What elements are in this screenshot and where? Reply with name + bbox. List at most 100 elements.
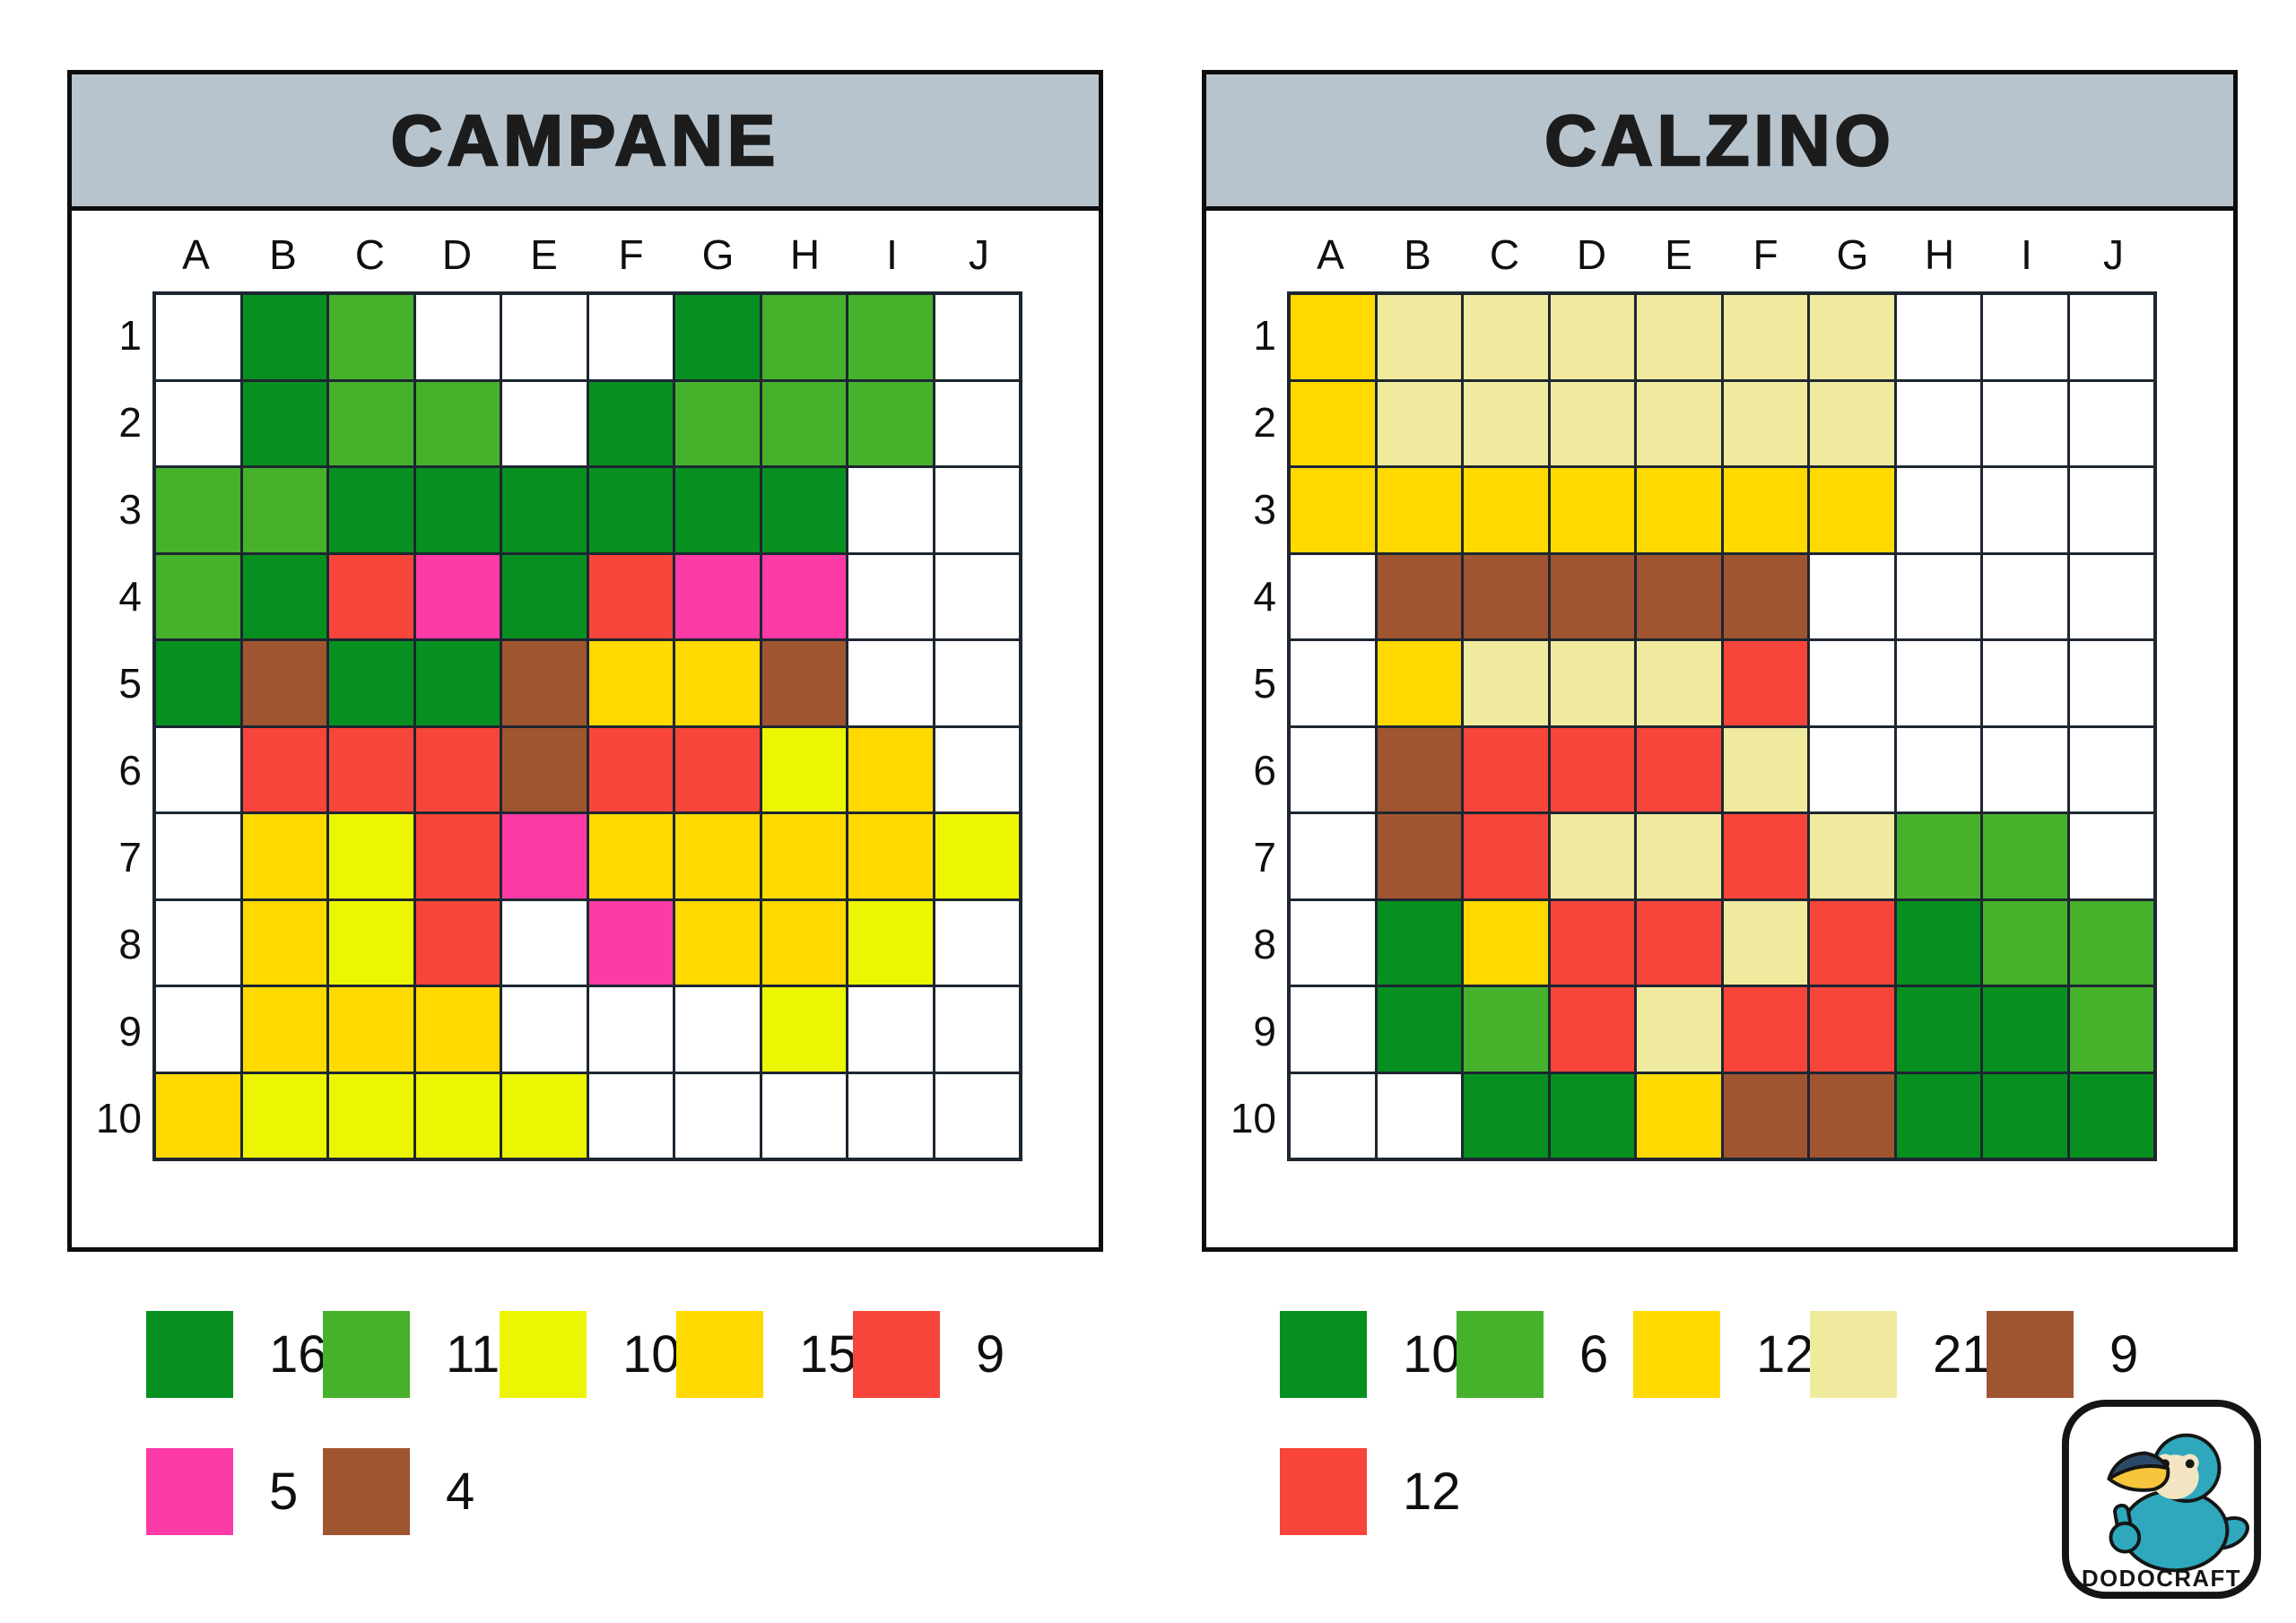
- legend-count: 12: [1756, 1325, 1814, 1384]
- grid-cell-bright-yellow: [761, 727, 846, 812]
- row-label: 2: [118, 398, 142, 446]
- grid-cell-cream: [1810, 814, 1894, 898]
- col-label: J: [969, 231, 989, 278]
- legend-count: 9: [2109, 1325, 2139, 1384]
- grid-cell-red: [588, 727, 673, 812]
- grid-cell-white: [2069, 468, 2153, 552]
- grid-cell-brown: [1723, 554, 1807, 638]
- legend-entry: 5: [146, 1448, 323, 1535]
- col-label: B: [1404, 231, 1431, 278]
- color-legend-calzino: 10 6 12 21 9 12: [1280, 1311, 2163, 1535]
- row-label: 1: [1253, 311, 1276, 359]
- legend-swatch-red: [853, 1311, 940, 1398]
- grid-cell-dark-green: [502, 468, 587, 552]
- grid-cell-bright-yellow: [761, 987, 846, 1072]
- grid-cell-gold-yellow: [848, 814, 933, 898]
- grid-cell-gold-yellow: [761, 900, 846, 985]
- grid-cell-gold-yellow: [242, 987, 326, 1072]
- logo-text: DODOCRAFT: [2082, 1567, 2241, 1592]
- grid-cell-gold-yellow: [1291, 295, 1375, 379]
- legend-count: 4: [446, 1462, 475, 1521]
- col-label: G: [701, 231, 735, 278]
- grid-cell-dark-green: [1550, 1073, 1634, 1158]
- legend-swatch-gold-yellow: [676, 1311, 763, 1398]
- grid-cell-gold-yellow: [588, 814, 673, 898]
- grid-cell-white: [1291, 641, 1375, 725]
- grid-cell-dark-green: [242, 295, 326, 379]
- grid-cell-white: [1896, 641, 1980, 725]
- grid-cell-mid-green: [761, 381, 846, 465]
- grid-cell-brown: [1464, 554, 1548, 638]
- grid-cell-brown: [242, 641, 326, 725]
- grid-cell-bright-yellow: [415, 1073, 500, 1158]
- grid-cell-white: [415, 295, 500, 379]
- grid-cell-cream: [1723, 295, 1807, 379]
- grid-cell-gold-yellow: [1637, 1073, 1721, 1158]
- grid-cell-mid-green: [329, 295, 413, 379]
- grid-cell-dark-green: [1983, 1073, 2067, 1158]
- col-label: A: [1317, 231, 1344, 278]
- grid-cell-cream: [1810, 381, 1894, 465]
- grid-cell-gold-yellow: [675, 814, 760, 898]
- legend-count: 9: [976, 1325, 1005, 1384]
- grid-cell-mid-green: [1983, 900, 2067, 985]
- grid-cell-dark-green: [1896, 987, 1980, 1072]
- grid-cell-dark-green: [415, 468, 500, 552]
- grid-cell-dark-green: [1377, 900, 1461, 985]
- col-label: E: [1665, 231, 1692, 278]
- grid-cell-white: [1291, 900, 1375, 985]
- grid-cell-white: [502, 295, 587, 379]
- grid-cell-white: [2069, 727, 2153, 812]
- grid-cell-white: [848, 1073, 933, 1158]
- grid-cell-white: [935, 554, 1019, 638]
- row-label: 4: [118, 572, 142, 620]
- grid-cell-red: [1550, 727, 1634, 812]
- grid-cell-red: [588, 554, 673, 638]
- legend-swatch-dark-green: [1280, 1311, 1367, 1398]
- grid-cell-red: [1810, 900, 1894, 985]
- grid-cell-dark-green: [675, 468, 760, 552]
- col-label: H: [1924, 231, 1955, 278]
- grid-cell-bright-yellow: [848, 900, 933, 985]
- grid-cell-gold-yellow: [329, 987, 413, 1072]
- legend-entry: 12: [1633, 1311, 1814, 1398]
- grid-cell-brown: [1377, 554, 1461, 638]
- grid-cell-red: [1550, 987, 1634, 1072]
- grid-cell-white: [1983, 727, 2067, 812]
- legend-row: 12: [1280, 1448, 2163, 1535]
- grid-cell-gold-yellow: [1723, 468, 1807, 552]
- grid-cell-mid-green: [156, 554, 240, 638]
- grid-cell-white: [502, 900, 587, 985]
- grid-cell-white: [156, 987, 240, 1072]
- grid-cell-cream: [1550, 641, 1634, 725]
- grid-cell-mid-green: [242, 468, 326, 552]
- legend-count: 16: [269, 1325, 327, 1384]
- puzzle-panel-campane: CAMPANE A B C D E F G H I J 1 2 3 4 5 6 7 8 9 10: [67, 70, 1103, 1252]
- grid-cell-white: [1291, 814, 1375, 898]
- legend-entry: 16: [146, 1311, 327, 1398]
- legend-swatch-brown: [1987, 1311, 2074, 1398]
- grid-cell-white: [1983, 468, 2067, 552]
- col-label: A: [182, 231, 210, 278]
- grid-cell-white: [1291, 987, 1375, 1072]
- grid-cell-white: [2069, 381, 2153, 465]
- puzzle-panel-calzino: CALZINO A B C D E F G H I J 1 2 3 4 5 6 7 8 9 10: [1202, 70, 2238, 1252]
- row-label: 7: [118, 833, 142, 881]
- grid-cell-cream: [1464, 641, 1548, 725]
- grid-cell-white: [156, 900, 240, 985]
- grid-cell-white: [848, 641, 933, 725]
- grid-cell-gold-yellow: [242, 814, 326, 898]
- grid-cell-white: [2069, 295, 2153, 379]
- row-label: 5: [118, 659, 142, 707]
- grid-cell-dark-green: [415, 641, 500, 725]
- grid-cell-dark-green: [329, 468, 413, 552]
- grid-cell-red: [1723, 641, 1807, 725]
- grid-cell-gold-yellow: [242, 900, 326, 985]
- legend-row: 16 11 10 15 9: [146, 1311, 1030, 1398]
- legend-entry: 11: [323, 1311, 500, 1398]
- grid-cell-red: [415, 814, 500, 898]
- legend-swatch-mid-green: [323, 1311, 410, 1398]
- legend-swatch-bright-yellow: [500, 1311, 587, 1398]
- legend-entry: 6: [1457, 1311, 1633, 1398]
- grid-cell-white: [848, 468, 933, 552]
